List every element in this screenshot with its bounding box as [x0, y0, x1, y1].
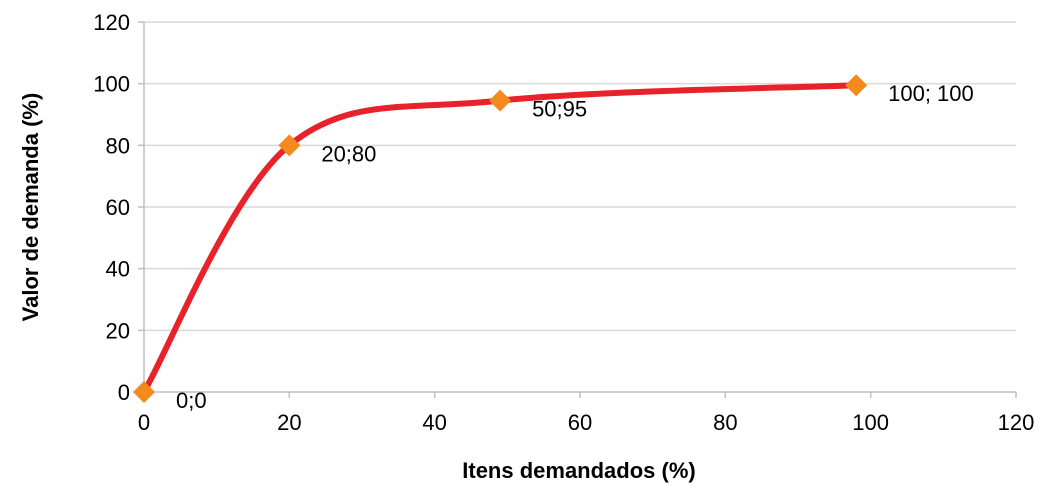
- y-tick-labels: 0 20 40 60 80 100 120: [93, 10, 130, 405]
- x-tick-label-120: 120: [998, 410, 1035, 435]
- x-axis-title: Itens demandados (%): [462, 458, 695, 483]
- data-labels: 0;0 20;80 50;95 100; 100: [176, 81, 974, 413]
- y-tick-label-120: 120: [93, 10, 130, 35]
- data-marker-3: [845, 74, 868, 97]
- x-tick-label-80: 80: [713, 410, 737, 435]
- data-label-1: 20;80: [321, 141, 376, 166]
- x-tick-label-100: 100: [852, 410, 889, 435]
- data-markers: [133, 74, 868, 403]
- y-tick-label-0: 0: [118, 380, 130, 405]
- data-marker-2: [489, 89, 512, 112]
- data-label-2: 50;95: [532, 97, 587, 122]
- x-tick-labels: 0 20 40 60 80 100 120: [138, 410, 1034, 435]
- y-tick-label-20: 20: [106, 318, 130, 343]
- x-tick-label-20: 20: [277, 410, 301, 435]
- x-tick-label-0: 0: [138, 410, 150, 435]
- x-tick-label-60: 60: [568, 410, 592, 435]
- data-marker-1: [278, 134, 301, 157]
- series-line: [141, 82, 860, 395]
- y-tick-label-100: 100: [93, 72, 130, 97]
- data-label-0: 0;0: [176, 388, 207, 413]
- data-marker-0: [133, 381, 155, 403]
- y-tick-label-40: 40: [106, 257, 130, 282]
- y-tick-label-60: 60: [106, 195, 130, 220]
- axes: [138, 21, 1017, 398]
- y-tick-label-80: 80: [106, 133, 130, 158]
- y-axis-title: Valor de demanda (%): [18, 93, 43, 322]
- gridlines: [144, 21, 1016, 332]
- x-tick-label-40: 40: [422, 410, 446, 435]
- data-label-3: 100; 100: [888, 81, 974, 106]
